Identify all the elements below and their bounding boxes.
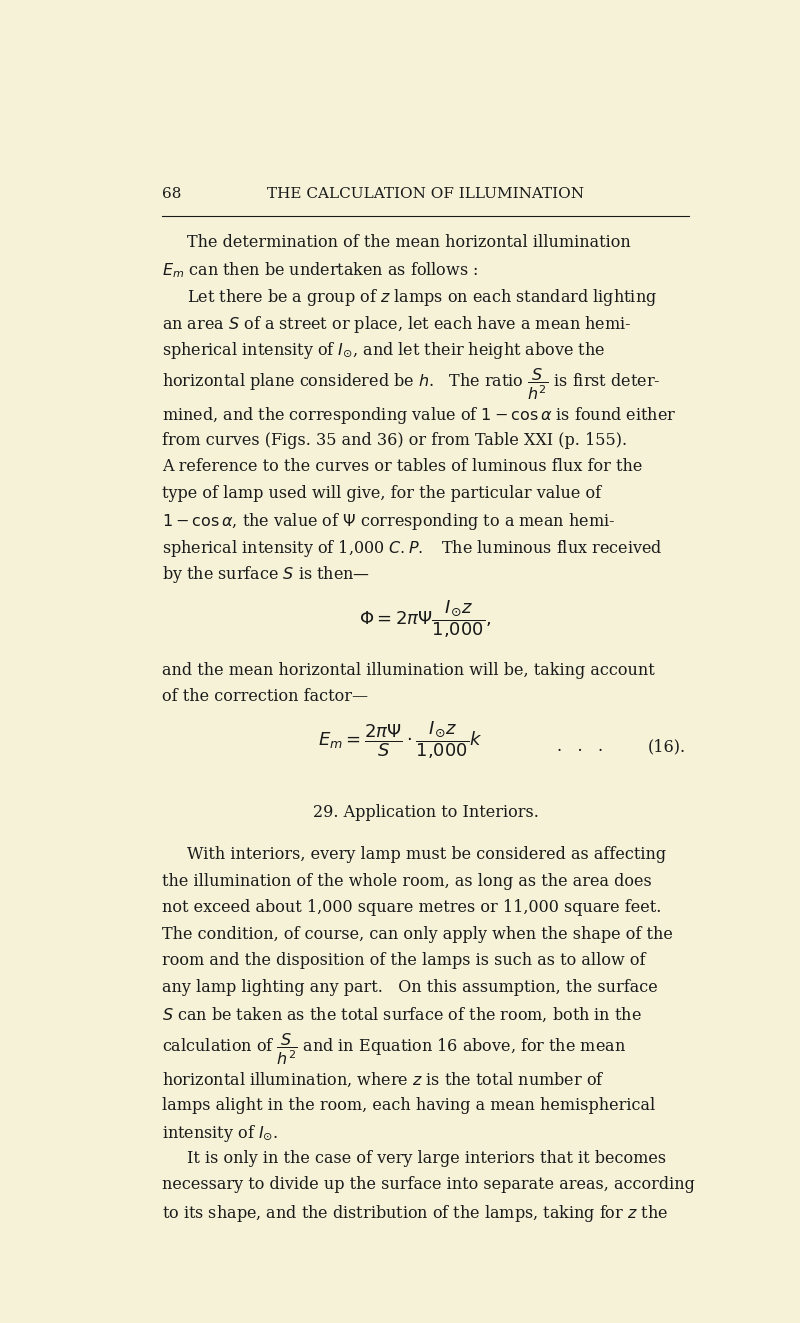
- Text: A reference to the curves or tables of luminous flux for the: A reference to the curves or tables of l…: [162, 458, 642, 475]
- Text: 68: 68: [162, 188, 182, 201]
- Text: room and the disposition of the lamps is such as to allow of: room and the disposition of the lamps is…: [162, 953, 646, 970]
- Text: type of lamp used will give, for the particular value of: type of lamp used will give, for the par…: [162, 484, 601, 501]
- Text: .   .   .: . . .: [558, 738, 603, 755]
- Text: lamps alight in the room, each having a mean hemispherical: lamps alight in the room, each having a …: [162, 1097, 655, 1114]
- Text: any lamp lighting any part.   On this assumption, the surface: any lamp lighting any part. On this assu…: [162, 979, 658, 996]
- Text: $S$ can be taken as the total surface of the room, both in the: $S$ can be taken as the total surface of…: [162, 1005, 642, 1024]
- Text: horizontal illumination, where $z$ is the total number of: horizontal illumination, where $z$ is th…: [162, 1070, 605, 1089]
- Text: calculation of $\dfrac{S}{h^2}$ and in Equation 16 above, for the mean: calculation of $\dfrac{S}{h^2}$ and in E…: [162, 1032, 626, 1068]
- Text: 29. Application to Interiors.: 29. Application to Interiors.: [313, 803, 538, 820]
- Text: spherical intensity of $I_{\odot}$, and let their height above the: spherical intensity of $I_{\odot}$, and …: [162, 340, 606, 361]
- Text: not exceed about 1,000 square metres or 11,000 square feet.: not exceed about 1,000 square metres or …: [162, 900, 662, 917]
- Text: the illumination of the whole room, as long as the area does: the illumination of the whole room, as l…: [162, 873, 652, 890]
- Text: (16).: (16).: [648, 738, 686, 755]
- Text: It is only in the case of very large interiors that it becomes: It is only in the case of very large int…: [187, 1150, 666, 1167]
- Text: $E_m=\dfrac{2\pi\Psi}{S}\cdot\dfrac{I_{\odot}z}{1{,}000}k$: $E_m=\dfrac{2\pi\Psi}{S}\cdot\dfrac{I_{\…: [318, 720, 483, 762]
- Text: spherical intensity of 1,000 $C.P.$   The luminous flux received: spherical intensity of 1,000 $C.P.$ The …: [162, 537, 662, 558]
- Text: THE CALCULATION OF ILLUMINATION: THE CALCULATION OF ILLUMINATION: [267, 188, 584, 201]
- Text: With interiors, every lamp must be considered as affecting: With interiors, every lamp must be consi…: [187, 847, 666, 864]
- Text: The condition, of course, can only apply when the shape of the: The condition, of course, can only apply…: [162, 926, 673, 943]
- Text: The determination of the mean horizontal illumination: The determination of the mean horizontal…: [187, 234, 630, 251]
- Text: necessary to divide up the surface into separate areas, according: necessary to divide up the surface into …: [162, 1176, 695, 1193]
- Text: $1-\cos\alpha$, the value of $\Psi$ corresponding to a mean hemi-: $1-\cos\alpha$, the value of $\Psi$ corr…: [162, 511, 615, 532]
- Text: horizontal plane considered be $h$.   The ratio $\dfrac{S}{h^2}$ is first deter-: horizontal plane considered be $h$. The …: [162, 366, 661, 402]
- Text: to its shape, and the distribution of the lamps, taking for $z$ the: to its shape, and the distribution of th…: [162, 1203, 668, 1224]
- Text: an area $S$ of a street or place, let each have a mean hemi-: an area $S$ of a street or place, let ea…: [162, 314, 631, 335]
- Text: and the mean horizontal illumination will be, taking account: and the mean horizontal illumination wil…: [162, 662, 654, 679]
- Text: Let there be a group of $z$ lamps on each standard lighting: Let there be a group of $z$ lamps on eac…: [187, 287, 657, 308]
- Text: $\Phi=2\pi\Psi\dfrac{I_{\odot}z}{1{,}000},$: $\Phi=2\pi\Psi\dfrac{I_{\odot}z}{1{,}000…: [359, 599, 492, 640]
- Text: of the correction factor—: of the correction factor—: [162, 688, 368, 705]
- Text: intensity of $I_{\odot}$.: intensity of $I_{\odot}$.: [162, 1123, 278, 1144]
- Text: from curves (Figs. 35 and 36) or from Table XXI (p. 155).: from curves (Figs. 35 and 36) or from Ta…: [162, 431, 627, 448]
- Text: mined, and the corresponding value of $1-\cos\alpha$ is found either: mined, and the corresponding value of $1…: [162, 405, 676, 426]
- Text: $E_m$ can then be undertaken as follows :: $E_m$ can then be undertaken as follows …: [162, 261, 478, 280]
- Text: by the surface $S$ is then—: by the surface $S$ is then—: [162, 564, 370, 585]
